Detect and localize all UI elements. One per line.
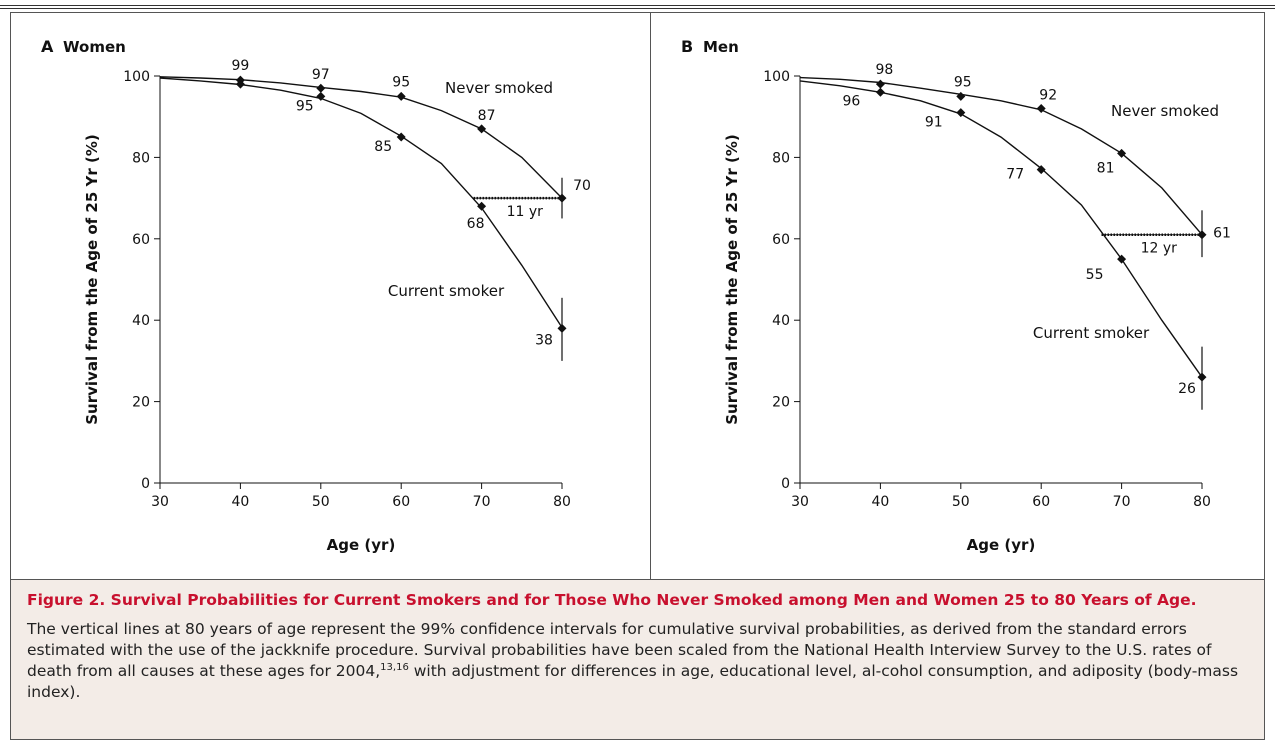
data-point-marker [1117,254,1127,264]
data-label: 99 [231,58,249,74]
x-tick-label: 30 [151,494,169,510]
data-point-marker [1036,165,1046,175]
data-label: 92 [1039,88,1057,104]
data-label: 70 [573,178,591,194]
data-point-marker [875,87,885,97]
data-label: 96 [842,93,860,109]
data-point-marker [396,91,406,101]
data-point-marker [1197,372,1207,382]
data-point-marker [1036,104,1046,114]
data-label: 81 [1097,160,1115,176]
data-point-marker [316,91,326,101]
y-tick-label: 0 [781,476,790,492]
data-point-marker [1197,230,1207,240]
y-tick-label: 20 [132,395,150,411]
x-tick-label: 60 [392,494,410,510]
top-rule [0,5,1275,6]
caption-citation: 13,16 [380,661,409,673]
y-tick-label: 20 [772,395,790,411]
y-tick-label: 100 [763,69,790,85]
data-label: 38 [535,332,553,348]
data-label: 97 [312,67,330,83]
series-label-current-smoker: Current smoker [1033,324,1150,342]
chart-panel-a: A Women 0 20 40 60 80 100 30 40 50 60 70 80 Age (yr) Su… [41,37,591,554]
data-label: 26 [1178,381,1196,397]
series-line-never-smoked [159,76,563,199]
data-point-marker [1117,148,1127,158]
x-axis-label: Age (yr) [327,536,396,554]
caption-body-text: The vertical lines at 80 years of age re… [27,620,1212,680]
data-point-marker [477,124,487,134]
panel-title: Women [63,38,126,56]
top-rule-2 [0,8,1275,9]
data-point-marker [235,79,245,89]
x-tick-label: 30 [791,494,809,510]
y-tick-label: 80 [132,150,150,166]
data-point-marker [956,108,966,118]
data-point-marker [316,83,326,93]
x-tick-label: 80 [1193,494,1211,510]
caption-title-text: Survival Probabilities for Current Smoke… [110,591,1197,609]
y-tick-label: 40 [132,313,150,329]
data-point-marker [875,79,885,89]
gap-label: 11 yr [507,204,544,220]
data-label: 91 [925,115,943,131]
y-tick-label: 0 [141,476,150,492]
x-tick-label: 40 [231,494,249,510]
y-tick-label: 100 [123,69,150,85]
x-tick-label: 60 [1032,494,1050,510]
caption-body: The vertical lines at 80 years of age re… [27,619,1248,703]
figure-caption: Figure 2. Survival Probabilities for Cur… [10,580,1265,740]
x-tick-label: 50 [952,494,970,510]
figure-label: Figure 2. [27,591,106,609]
series-label-never-smoked: Never smoked [1111,102,1219,120]
x-axis-label: Age (yr) [967,536,1036,554]
data-label: 61 [1213,226,1231,242]
x-tick-label: 70 [1113,494,1131,510]
data-point-marker [956,91,966,101]
series-label-current-smoker: Current smoker [388,282,505,300]
data-label: 98 [875,62,893,78]
panel-letter: B [681,37,693,56]
data-label: 68 [467,216,485,232]
panel-letter: A [41,37,54,56]
series-line-current-smoker [159,77,563,328]
data-label: 95 [392,74,410,90]
gap-label: 12 yr [1141,241,1178,257]
x-tick-label: 40 [871,494,889,510]
data-point-marker [557,323,567,333]
caption-title: Figure 2. Survival Probabilities for Cur… [27,590,1248,610]
panel-divider [650,12,651,580]
figure-frame [10,12,1265,580]
panel-title: Men [703,38,739,56]
y-axis-label: Survival from the Age of 25 Yr (%) [83,134,101,425]
x-tick-label: 50 [312,494,330,510]
y-tick-label: 80 [772,150,790,166]
data-point-marker [396,132,406,142]
y-tick-label: 40 [772,313,790,329]
series-line-current-smoker [799,80,1203,378]
data-point-marker [557,193,567,203]
data-label: 95 [954,74,972,90]
series-line-never-smoked [799,76,1203,236]
data-label: 55 [1086,267,1104,283]
data-label: 77 [1006,167,1024,183]
y-axis-label: Survival from the Age of 25 Yr (%) [723,134,741,425]
data-label: 95 [296,98,314,114]
series-label-never-smoked: Never smoked [445,79,553,97]
data-label: 85 [374,139,392,155]
data-label: 87 [478,108,496,124]
y-tick-label: 60 [772,232,790,248]
data-point-marker [477,201,487,211]
chart-panel-b: B Men 0 20 40 60 80 100 30 40 50 60 70 80 Age (yr) Surv… [681,37,1231,554]
caption-body-text-end: with adjustment for differences in age, … [27,662,1239,701]
x-tick-label: 80 [553,494,571,510]
x-tick-label: 70 [473,494,491,510]
y-tick-label: 60 [132,232,150,248]
